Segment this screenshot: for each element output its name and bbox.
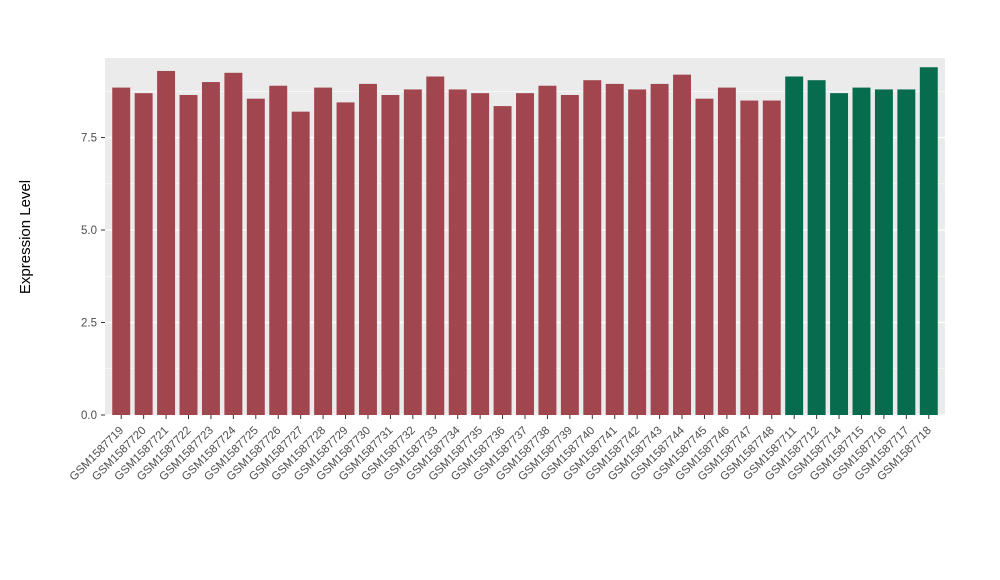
bar: [583, 80, 602, 415]
y-tick-label: 2.5: [81, 318, 97, 330]
bar: [112, 87, 131, 415]
bar: [314, 87, 333, 415]
bar: [359, 83, 377, 416]
bar: [762, 100, 781, 416]
bar: [628, 89, 647, 416]
bar: [157, 70, 176, 416]
bar: [673, 74, 691, 415]
bar: [919, 67, 938, 415]
bar: [471, 93, 490, 415]
bar: [852, 87, 871, 415]
bar: [493, 106, 512, 415]
bar: [807, 80, 826, 415]
bar: [717, 87, 736, 415]
bar: [695, 98, 714, 415]
bar: [291, 111, 310, 415]
bar: [269, 85, 288, 415]
bar: [224, 72, 243, 416]
y-tick-label: 0.0: [81, 410, 97, 422]
y-tick-label: 5.0: [81, 225, 97, 237]
bar: [830, 93, 849, 415]
bar: [336, 102, 355, 415]
bar: [740, 100, 759, 416]
bar: [403, 89, 422, 416]
bar: [448, 89, 467, 416]
bar: [179, 94, 198, 416]
bar: [381, 94, 400, 416]
y-tick-label: 7.5: [81, 133, 97, 145]
plot-area: GSM1587719GSM1587720GSM1587721GSM1587722…: [68, 58, 945, 483]
bar: [605, 83, 624, 416]
bar: [538, 85, 557, 415]
bar: [874, 89, 893, 416]
bar: [134, 93, 153, 415]
bar: [201, 82, 220, 415]
bar: [516, 93, 534, 415]
bar: [560, 94, 579, 416]
bar: [246, 98, 265, 415]
y-axis-label: Expression Level: [17, 180, 34, 294]
bar: [426, 76, 445, 415]
bar: [897, 89, 916, 416]
bar: [785, 76, 804, 415]
bar: [650, 83, 669, 416]
